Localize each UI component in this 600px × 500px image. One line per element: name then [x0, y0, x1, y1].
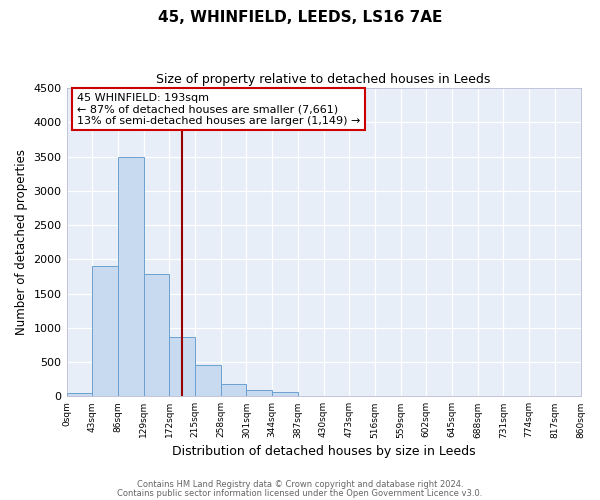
Text: 45, WHINFIELD, LEEDS, LS16 7AE: 45, WHINFIELD, LEEDS, LS16 7AE: [158, 10, 442, 25]
Bar: [169, 338, 195, 396]
X-axis label: Distribution of detached houses by size in Leeds: Distribution of detached houses by size …: [172, 444, 475, 458]
Title: Size of property relative to detached houses in Leeds: Size of property relative to detached ho…: [157, 72, 491, 86]
Text: Contains HM Land Registry data © Crown copyright and database right 2024.: Contains HM Land Registry data © Crown c…: [137, 480, 463, 489]
Bar: [118, 156, 143, 396]
Bar: [247, 390, 272, 396]
Text: Contains public sector information licensed under the Open Government Licence v3: Contains public sector information licen…: [118, 488, 482, 498]
Bar: [195, 366, 221, 396]
Bar: [272, 392, 298, 396]
Y-axis label: Number of detached properties: Number of detached properties: [15, 149, 28, 335]
Text: 45 WHINFIELD: 193sqm
← 87% of detached houses are smaller (7,661)
13% of semi-de: 45 WHINFIELD: 193sqm ← 87% of detached h…: [77, 92, 360, 126]
Bar: [67, 393, 92, 396]
Bar: [92, 266, 118, 396]
Bar: [143, 274, 169, 396]
Bar: [221, 384, 247, 396]
